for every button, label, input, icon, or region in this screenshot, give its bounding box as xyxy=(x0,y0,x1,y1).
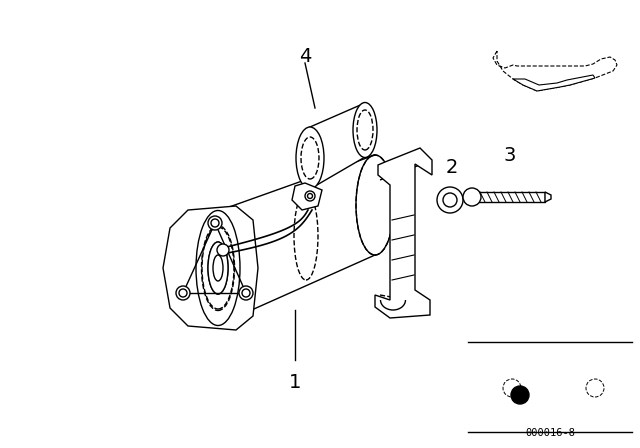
Ellipse shape xyxy=(208,242,228,294)
Ellipse shape xyxy=(213,255,223,281)
Circle shape xyxy=(463,188,481,206)
Ellipse shape xyxy=(356,155,394,255)
Circle shape xyxy=(437,187,463,213)
Text: 1: 1 xyxy=(289,373,301,392)
Circle shape xyxy=(511,386,529,404)
Circle shape xyxy=(176,286,190,300)
Circle shape xyxy=(503,379,521,397)
Ellipse shape xyxy=(353,103,377,158)
Circle shape xyxy=(305,191,315,201)
Polygon shape xyxy=(163,206,258,330)
Ellipse shape xyxy=(208,242,228,294)
Polygon shape xyxy=(375,148,432,318)
Circle shape xyxy=(217,244,229,256)
Polygon shape xyxy=(545,192,551,202)
Circle shape xyxy=(586,379,604,397)
Polygon shape xyxy=(292,183,322,210)
Polygon shape xyxy=(472,192,545,202)
Polygon shape xyxy=(218,155,375,325)
Ellipse shape xyxy=(196,211,240,326)
Polygon shape xyxy=(493,51,617,91)
Circle shape xyxy=(239,286,253,300)
Circle shape xyxy=(208,216,222,230)
Text: 2: 2 xyxy=(446,158,458,177)
Ellipse shape xyxy=(296,127,324,189)
Polygon shape xyxy=(310,103,365,189)
Text: 3: 3 xyxy=(504,146,516,165)
Text: 000016-8: 000016-8 xyxy=(525,428,575,438)
Text: 4: 4 xyxy=(299,47,311,66)
Polygon shape xyxy=(513,75,595,91)
Ellipse shape xyxy=(202,227,234,309)
